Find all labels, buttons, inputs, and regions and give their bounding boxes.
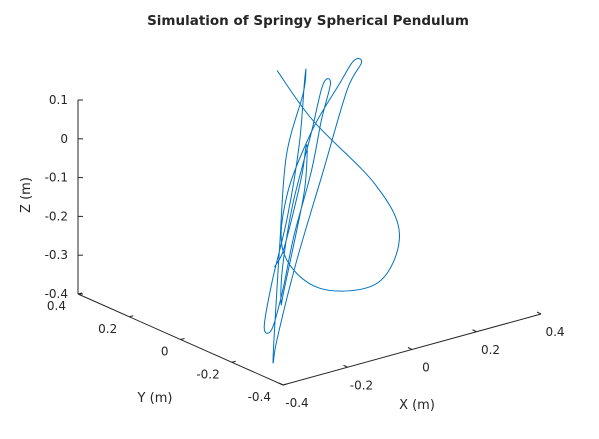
- y-tick-label: -0.4: [248, 390, 271, 404]
- y-tick-mark: [231, 360, 236, 363]
- x-tick-label: 0.2: [481, 343, 500, 357]
- z-tick-label: 0: [60, 132, 68, 146]
- z-tick-label: 0.1: [49, 93, 68, 107]
- y-tick-label: 0: [161, 345, 169, 359]
- z-axis-label: Z (m): [19, 177, 34, 213]
- x-axis-label: X (m): [399, 398, 435, 413]
- z-tick-label: -0.2: [45, 209, 68, 223]
- x-ticks: -0.4 -0.2 0 0.2 0.4: [278, 311, 565, 410]
- y-tick-label: 0.2: [98, 322, 117, 336]
- x-tick-mark: [472, 329, 477, 333]
- z-tick-label: -0.3: [45, 248, 68, 262]
- x-tick-label: -0.2: [350, 378, 373, 392]
- y-tick-mark: [282, 383, 288, 386]
- y-tick-mark: [180, 338, 185, 340]
- y-tick-label: 0.4: [47, 299, 66, 313]
- y-ticks: -0.4 -0.2 0 0.2 0.4: [47, 292, 288, 404]
- pendulum-trajectory-line: [263, 58, 401, 364]
- x-tick-label: 0: [422, 361, 430, 375]
- y-tick-mark: [129, 315, 134, 318]
- x-tick-mark: [407, 347, 413, 350]
- y-tick-mark: [77, 292, 83, 295]
- x-tick-label: -0.4: [285, 396, 308, 410]
- y-tick-label: -0.2: [196, 367, 219, 381]
- y-axis-label: Y (m): [137, 391, 173, 406]
- z-tick-label: -0.4: [45, 287, 68, 301]
- x-tick-mark: [278, 382, 284, 386]
- x-tick-label: 0.4: [545, 325, 564, 339]
- z-tick-label: -0.1: [45, 171, 68, 185]
- x-tick-mark: [343, 364, 348, 368]
- x-tick-mark: [536, 311, 542, 315]
- chart-title: Simulation of Springy Spherical Pendulum: [147, 13, 469, 29]
- z-ticks: -0.4 -0.3 -0.2 -0.1 0 0.1: [45, 93, 83, 301]
